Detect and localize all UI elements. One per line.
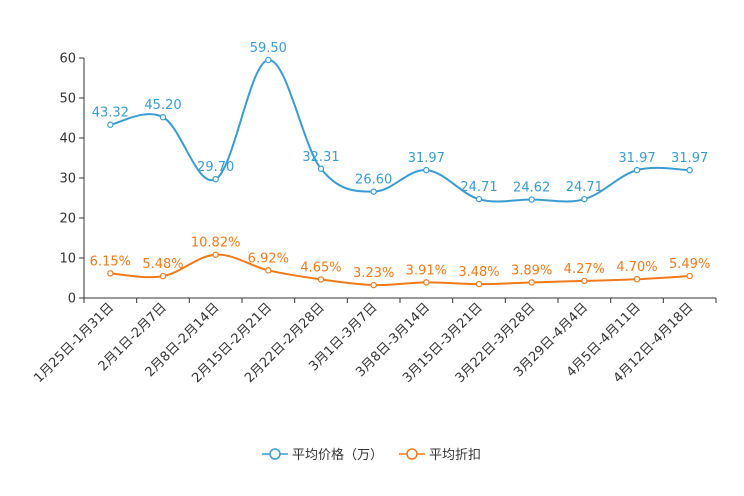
data-point[interactable] — [423, 279, 430, 286]
data-label: 24.71 — [460, 180, 497, 195]
series-line — [110, 253, 690, 287]
data-label: 24.62 — [513, 181, 550, 196]
data-point[interactable] — [633, 166, 641, 174]
data-label: 32.31 — [302, 150, 339, 165]
data-point[interactable] — [317, 165, 325, 172]
data-point[interactable] — [212, 251, 219, 258]
data-label: 4.27% — [564, 262, 605, 277]
data-label: 31.97 — [618, 151, 655, 166]
chart-series: 43.32 45.20 29.70 59.50 32.31 26.60 31.97 24.71… — [90, 41, 710, 289]
data-point[interactable] — [423, 166, 430, 174]
data-label: 3.48% — [458, 265, 499, 280]
data-point[interactable] — [528, 196, 535, 203]
data-point[interactable] — [686, 272, 693, 280]
data-label: 4.70% — [616, 260, 657, 275]
legend-item-2[interactable]: 平均折扣 — [399, 448, 481, 463]
legend-marker-icon — [406, 448, 418, 460]
legend-marker-icon — [269, 448, 281, 460]
data-point[interactable] — [159, 272, 167, 280]
data-label: 3.91% — [406, 263, 447, 278]
data-point[interactable] — [528, 279, 535, 286]
data-point[interactable] — [107, 270, 114, 277]
data-label: 4.65% — [300, 260, 341, 275]
data-label: 31.97 — [408, 151, 445, 166]
legend-item-1[interactable]: 平均价格（万） — [262, 447, 383, 463]
series-2: 6.15% 5.48% 10.82% 6.92% 4.65% 3.23% 3.91% 3.48… — [90, 236, 710, 289]
data-label: 5.48% — [142, 257, 183, 272]
data-label: 5.49% — [669, 257, 710, 272]
y-tick-label: 60 — [59, 52, 76, 67]
data-label: 26.60 — [355, 173, 392, 188]
data-point[interactable] — [159, 113, 167, 121]
y-tick-label: 10 — [59, 252, 76, 267]
data-point[interactable] — [317, 276, 325, 283]
data-label: 24.71 — [566, 180, 603, 195]
legend-label: 平均价格（万） — [292, 447, 383, 463]
data-point[interactable] — [581, 195, 588, 203]
data-point[interactable] — [633, 276, 641, 283]
data-point[interactable] — [475, 195, 483, 203]
data-label: 29.70 — [197, 160, 234, 175]
y-tick-label: 50 — [59, 92, 76, 107]
y-tick-label: 40 — [59, 132, 76, 147]
data-point[interactable] — [370, 281, 377, 289]
series-1: 43.32 45.20 29.70 59.50 32.31 26.60 31.97 24.71… — [92, 41, 708, 203]
data-label: 3.89% — [511, 263, 552, 278]
data-point[interactable] — [107, 121, 114, 128]
chart-legend[interactable]: 平均价格（万） 平均折扣 — [262, 447, 481, 463]
data-point[interactable] — [212, 175, 219, 183]
data-label: 6.92% — [248, 251, 289, 266]
chart-axes: 01020304050601月25日-1月31日2月1日-2月7日2月8日-2月… — [31, 52, 717, 386]
data-label: 59.50 — [250, 41, 287, 56]
data-point[interactable] — [475, 280, 483, 288]
data-label: 3.23% — [353, 266, 394, 281]
data-label: 45.20 — [144, 98, 181, 113]
data-point[interactable] — [581, 277, 588, 285]
y-tick-label: 30 — [59, 172, 76, 187]
data-point[interactable] — [686, 166, 693, 174]
y-tick-label: 20 — [59, 212, 76, 227]
data-point[interactable] — [265, 267, 272, 274]
data-label: 43.32 — [92, 106, 129, 121]
y-tick-label: 0 — [68, 292, 76, 307]
legend-label: 平均折扣 — [429, 448, 481, 463]
data-label: 10.82% — [191, 236, 241, 251]
data-point[interactable] — [265, 56, 272, 64]
data-label: 31.97 — [671, 151, 708, 166]
data-label: 6.15% — [90, 254, 131, 269]
data-point[interactable] — [370, 188, 377, 195]
